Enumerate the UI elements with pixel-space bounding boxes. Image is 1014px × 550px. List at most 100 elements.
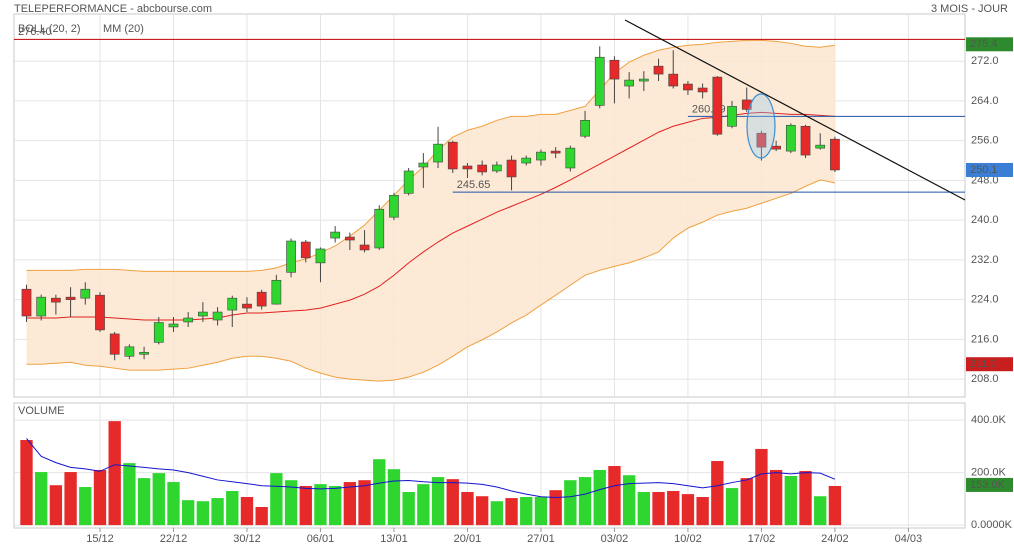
candle-body (683, 83, 693, 91)
volume-bar (123, 463, 136, 526)
volume-bar (652, 492, 665, 526)
candle-body (168, 323, 179, 328)
volume-bar (637, 492, 651, 526)
y-tick-label: 232.0 (971, 254, 999, 266)
y-tick-label: 256.0 (971, 135, 999, 147)
volume-bar (284, 480, 298, 526)
volume-bar (784, 476, 797, 526)
volume-bar (593, 469, 606, 526)
volume-bar (211, 498, 224, 526)
candle-body (65, 296, 76, 300)
band-upper (26, 39, 835, 272)
candle-body (124, 346, 135, 357)
candle-body (536, 151, 546, 161)
candle-body (403, 170, 414, 194)
candle-body (212, 311, 223, 321)
x-tick-label: 24/02 (821, 533, 849, 545)
volume-bar (608, 466, 621, 526)
candle-body (389, 195, 399, 218)
candle-body (477, 164, 488, 173)
price-marker (966, 162, 1013, 177)
candle-body (800, 125, 811, 156)
x-tick-label: 22/12 (160, 533, 188, 545)
volume-bar (93, 469, 107, 526)
candle-body (550, 150, 561, 154)
candle-body (109, 333, 120, 355)
volume-bar (255, 506, 268, 526)
volume-bar (725, 488, 739, 526)
candle-body (565, 147, 576, 169)
chart-subtitle: 3 MOIS - JOUR (931, 3, 1008, 15)
volume-label: VOLUME (18, 405, 64, 417)
volume-bar (64, 472, 77, 526)
volume-bar (578, 477, 592, 526)
candle-body (433, 143, 443, 163)
volume-bar (828, 485, 842, 526)
candle-body (668, 73, 679, 87)
x-tick-label: 06/01 (307, 533, 335, 545)
x-tick-label: 27/01 (527, 533, 555, 545)
candle-body (594, 56, 605, 106)
volume-bar (137, 478, 151, 526)
candle-body (300, 241, 311, 259)
price-marker (966, 37, 1013, 52)
volume-bar (167, 482, 180, 526)
candle-body (95, 294, 105, 331)
volume-bar (240, 497, 254, 526)
volume-bar (475, 496, 489, 526)
y-tick-label: 208.0 (971, 373, 999, 385)
volume-bar (226, 490, 239, 526)
candle-body (653, 65, 664, 75)
candle-body (506, 159, 517, 178)
candle-body (771, 145, 781, 150)
candle-body (741, 99, 752, 110)
volume-bar (152, 473, 165, 526)
volume-average (26, 438, 836, 499)
candle-body (418, 162, 429, 168)
candle-body (815, 144, 826, 149)
x-tick-label: 15/12 (86, 533, 114, 545)
y-tick-label: 0.0000K (971, 519, 1013, 531)
volume-bar (108, 421, 121, 526)
candle-body (51, 297, 61, 303)
volume-bar (711, 461, 724, 526)
volume-bar (549, 490, 562, 526)
x-tick-label: 10/02 (674, 533, 702, 545)
volume-bar (755, 448, 768, 526)
candle-body (521, 157, 532, 164)
candle-body (330, 231, 341, 239)
candle-body (271, 279, 282, 305)
volume-bar (622, 475, 636, 526)
candle-body (242, 303, 252, 309)
candle-body (153, 322, 164, 343)
candle-body (286, 240, 296, 273)
volume-bar (49, 485, 63, 526)
candle-body (345, 236, 355, 241)
volume-marker (966, 477, 1013, 492)
volume-bar (417, 484, 430, 526)
band-fill (26, 40, 835, 382)
candle-body (580, 120, 590, 137)
volume-bar (446, 479, 459, 526)
volume-bar (299, 485, 312, 526)
volume-bar (343, 482, 357, 526)
y-tick-label: 240.0 (971, 214, 999, 226)
y-tick-label: 216.0 (971, 333, 999, 345)
price-marker-label: 275.4 (970, 38, 998, 50)
volume-bar (814, 496, 827, 526)
volume-bar (667, 490, 680, 526)
x-tick-label: 20/01 (454, 533, 482, 545)
candle-body (830, 138, 840, 171)
y-tick-label: 264.0 (971, 95, 999, 107)
volume-bar (182, 500, 195, 526)
volume-bar (461, 492, 474, 526)
candle-body (374, 208, 385, 249)
candle-body (359, 244, 370, 251)
candle-body (491, 164, 502, 172)
volume-bar (769, 469, 783, 526)
candle-body (624, 79, 634, 87)
legend-entry: BOLL (20, 2) (18, 23, 81, 35)
volume-bar (328, 485, 342, 526)
